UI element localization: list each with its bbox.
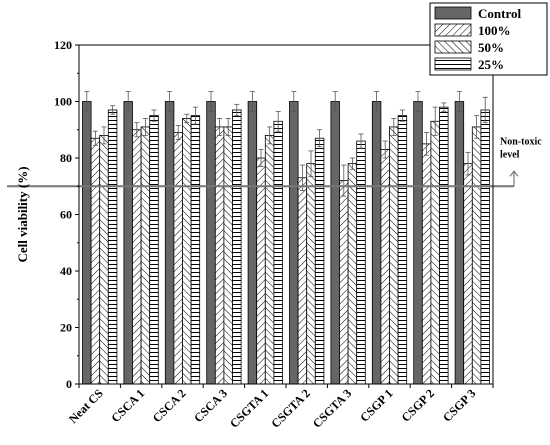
bar bbox=[264, 134, 275, 385]
bar bbox=[421, 143, 432, 385]
legend-swatch bbox=[434, 57, 472, 71]
bar bbox=[190, 115, 201, 385]
bar bbox=[306, 163, 316, 385]
x-tick-label: CSGTA 1 bbox=[227, 386, 271, 430]
legend-swatch bbox=[434, 6, 472, 20]
error-bars-layer bbox=[84, 91, 488, 197]
reference-label-line-1: Non-toxic bbox=[500, 136, 542, 147]
bar bbox=[123, 101, 133, 385]
y-tick-label: 20 bbox=[60, 321, 72, 335]
bar bbox=[289, 101, 299, 385]
bar bbox=[164, 101, 175, 385]
y-tick-label: 40 bbox=[60, 264, 72, 278]
y-tick-label: 120 bbox=[54, 38, 72, 52]
x-tick-label: CSGP 3 bbox=[440, 386, 478, 424]
bar bbox=[182, 118, 192, 385]
bar bbox=[356, 140, 366, 385]
x-tick-label: CSCA 1 bbox=[108, 386, 147, 425]
bar bbox=[371, 101, 382, 385]
legend-label: 50% bbox=[478, 40, 504, 55]
bar bbox=[389, 126, 399, 385]
bar bbox=[454, 101, 465, 385]
bar bbox=[314, 137, 325, 385]
x-tick-label: CSGP 2 bbox=[399, 386, 437, 424]
x-tick-label: CSCA 3 bbox=[191, 386, 230, 425]
bar bbox=[339, 180, 349, 385]
bars-layer bbox=[82, 101, 490, 385]
legend-label: Control bbox=[478, 6, 521, 21]
bar bbox=[330, 101, 340, 385]
bar bbox=[463, 163, 473, 385]
y-tick-label: 100 bbox=[54, 95, 72, 109]
y-axis-title: Cell viability (%) bbox=[15, 166, 30, 262]
bar bbox=[99, 134, 109, 385]
x-tick-label: Neat CS bbox=[66, 386, 106, 426]
y-tick-label: 0 bbox=[66, 377, 72, 391]
legend-label: 25% bbox=[478, 57, 504, 72]
y-tick-label: 60 bbox=[60, 208, 72, 222]
y-tick-label: 80 bbox=[60, 151, 72, 165]
bar bbox=[214, 126, 225, 385]
bar bbox=[273, 120, 283, 385]
bar bbox=[439, 106, 449, 385]
reference-arrow-icon bbox=[509, 170, 519, 187]
bar bbox=[140, 126, 151, 385]
reference-label-line-2: level bbox=[500, 149, 520, 160]
bar bbox=[471, 126, 482, 385]
bar bbox=[206, 101, 216, 385]
legend-label: 100% bbox=[478, 23, 511, 38]
bar bbox=[347, 163, 358, 385]
bar bbox=[149, 115, 159, 385]
bar bbox=[82, 101, 92, 385]
bar bbox=[223, 126, 233, 385]
bar bbox=[256, 157, 266, 385]
x-tick-label: CSGTA 2 bbox=[268, 386, 312, 430]
x-tick-label: CSCA 2 bbox=[150, 386, 189, 425]
bar bbox=[480, 109, 490, 385]
legend-swatch bbox=[434, 23, 472, 37]
bar bbox=[90, 137, 101, 385]
bar bbox=[107, 109, 118, 385]
bar bbox=[232, 109, 242, 385]
legend: Control 100% 50% 25% bbox=[429, 2, 548, 76]
bar bbox=[397, 115, 408, 385]
bar bbox=[297, 177, 308, 385]
bar bbox=[380, 149, 390, 385]
axes-layer bbox=[75, 44, 494, 388]
y-tick-labels: 0 20 40 60 80 100 120 bbox=[54, 38, 72, 391]
x-tick-label: CSGTA 3 bbox=[310, 386, 354, 430]
bar bbox=[173, 132, 183, 385]
bar bbox=[430, 120, 440, 385]
bar bbox=[132, 129, 142, 385]
x-tick-label: CSGP 1 bbox=[357, 386, 395, 424]
bar bbox=[413, 101, 423, 385]
bar bbox=[247, 101, 258, 385]
legend-swatch bbox=[434, 40, 472, 54]
